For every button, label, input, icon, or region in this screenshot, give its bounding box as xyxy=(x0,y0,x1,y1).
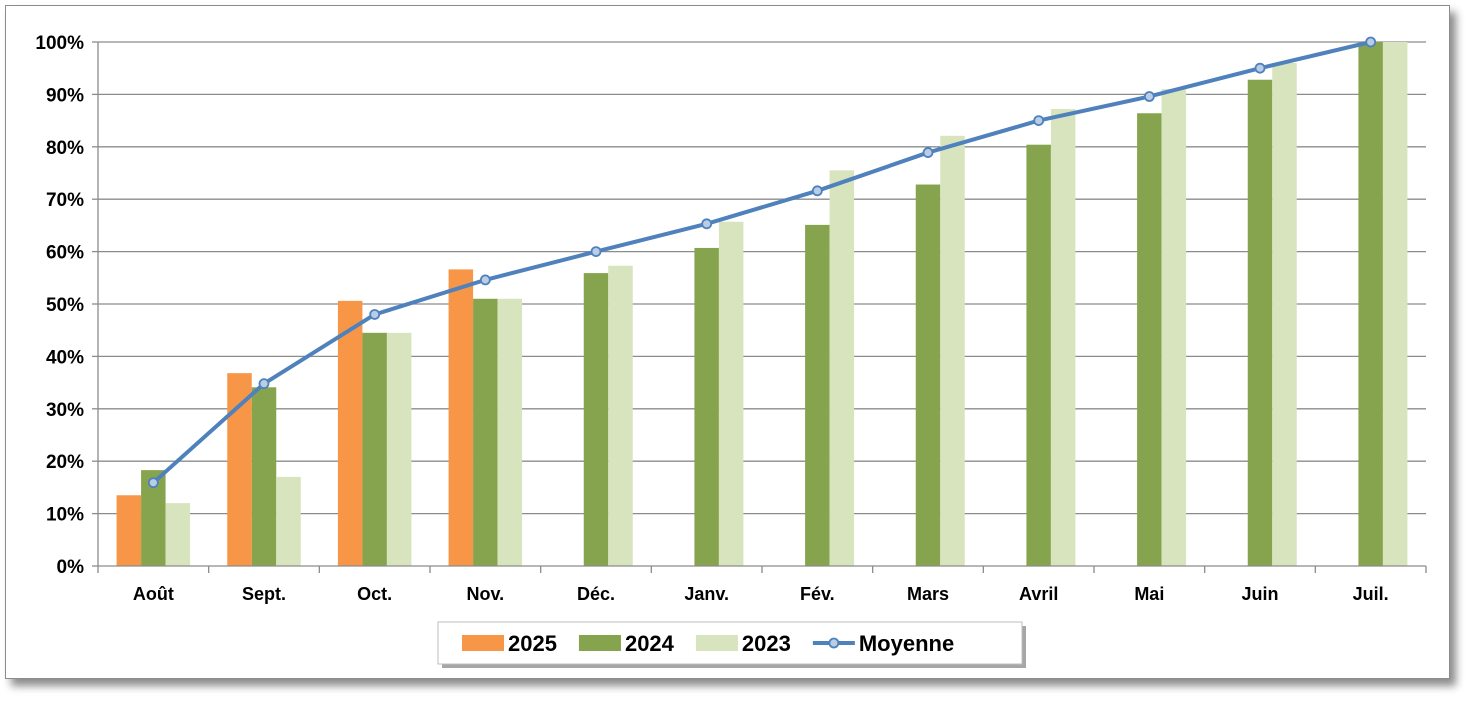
bar-2024-mai xyxy=(1137,113,1162,566)
x-tick-label-fev: Fév. xyxy=(800,584,835,604)
bar-2023-janv xyxy=(718,221,744,566)
line-moyenne xyxy=(151,40,1372,485)
bar-2023-juin xyxy=(1272,62,1297,567)
bar-2024-janv xyxy=(694,247,719,566)
y-tick-label: 100% xyxy=(35,33,84,54)
bar-2023-nov xyxy=(497,298,523,566)
y-tick-label: 30% xyxy=(46,400,84,421)
y-tick-label: 20% xyxy=(46,452,84,473)
legend-swatch-2024 xyxy=(578,635,621,651)
grid-lines xyxy=(98,41,1426,515)
bar-2023-oct xyxy=(386,332,412,566)
bar-2024-fev xyxy=(805,224,830,566)
bar-2025-aout xyxy=(116,495,142,566)
y-tick-label: 80% xyxy=(46,138,84,159)
point-moyenne-nov xyxy=(479,274,491,286)
x-tick-label-mai: Mai xyxy=(1134,584,1164,604)
tick-labels: 0% 10% 20% 30% 40% 50% 60% 70% 80% 90% 100% Août Sep… xyxy=(35,33,1388,604)
x-tick-label-avril: Avril xyxy=(1019,584,1058,604)
point-moyenne-sept xyxy=(258,378,270,390)
point-moyenne-avril xyxy=(1033,115,1045,126)
bar-2024-avril xyxy=(1026,144,1051,567)
legend-swatch-2025 xyxy=(462,635,504,651)
bar-2024-juil xyxy=(1358,42,1383,566)
point-moyenne-janv xyxy=(701,218,713,230)
y-tick-label: 10% xyxy=(46,505,84,526)
point-moyenne-mars xyxy=(922,147,934,158)
x-tick-label-sept: Sept. xyxy=(242,584,286,604)
average-line xyxy=(147,36,1377,489)
bar-2025-nov xyxy=(448,269,474,566)
x-tick-label-nov: Nov. xyxy=(466,584,504,604)
bar-2023-juil xyxy=(1382,42,1408,566)
point-moyenne-fev xyxy=(811,185,823,197)
bar-2023-fev xyxy=(829,170,855,566)
x-tick-label-oct: Oct. xyxy=(357,584,392,604)
bar-2024-nov xyxy=(473,298,498,566)
y-tick-label: 90% xyxy=(46,85,84,106)
legend-label-2023: 2023 xyxy=(742,631,791,656)
bar-2024-mars xyxy=(915,184,941,566)
chart-frame: 0% 10% 20% 30% 40% 50% 60% 70% 80% 90% 100% Août Sep… xyxy=(5,5,1450,679)
point-moyenne-aout xyxy=(147,477,159,489)
axes xyxy=(92,41,1427,573)
legend-label-moyenne: Moyenne xyxy=(859,631,954,656)
bar-2024-juin xyxy=(1247,79,1273,566)
bar-2023-sept xyxy=(276,476,301,566)
legend-marker-moyenne xyxy=(828,637,840,649)
bar-2023-aout xyxy=(165,503,191,566)
x-tick-label-dec: Déc. xyxy=(577,584,615,604)
x-tick-label-juin: Juin xyxy=(1241,584,1278,604)
legend: 2025 2024 2023 Moyenne xyxy=(437,621,1026,668)
point-moyenne-dec xyxy=(590,246,602,258)
y-tick-label: 60% xyxy=(46,243,84,264)
chart-svg: 0% 10% 20% 30% 40% 50% 60% 70% 80% 90% 100% Août Sep… xyxy=(35,33,1427,668)
bars xyxy=(116,42,1408,567)
x-tick-label-aout: Août xyxy=(133,584,174,604)
x-tick-label-janv: Janv. xyxy=(684,584,729,604)
bar-2023-dec xyxy=(608,265,633,566)
x-tick-label-juil: Juil. xyxy=(1353,584,1389,604)
bar-2024-dec xyxy=(583,273,609,566)
bar-2025-oct xyxy=(337,300,363,566)
legend-label-2025: 2025 xyxy=(508,631,557,656)
point-moyenne-juin xyxy=(1254,62,1266,74)
bar-2023-avril xyxy=(1050,109,1076,567)
point-moyenne-oct xyxy=(369,309,381,320)
bar-2025-sept xyxy=(227,373,252,566)
y-tick-label: 70% xyxy=(46,190,84,211)
legend-swatch-2023 xyxy=(695,635,738,651)
bar-2023-mai xyxy=(1161,89,1187,566)
bar-2023-mars xyxy=(940,135,965,566)
bar-2024-oct xyxy=(362,332,387,566)
y-tick-label: 50% xyxy=(46,295,84,316)
legend-label-2024: 2024 xyxy=(625,631,675,656)
y-tick-label: 40% xyxy=(46,347,84,368)
point-moyenne-mai xyxy=(1143,91,1155,102)
y-tick-label: 0% xyxy=(57,557,85,578)
x-tick-label-mars: Mars xyxy=(907,584,949,604)
point-moyenne-juil xyxy=(1365,36,1377,48)
bar-2024-sept xyxy=(251,387,277,566)
